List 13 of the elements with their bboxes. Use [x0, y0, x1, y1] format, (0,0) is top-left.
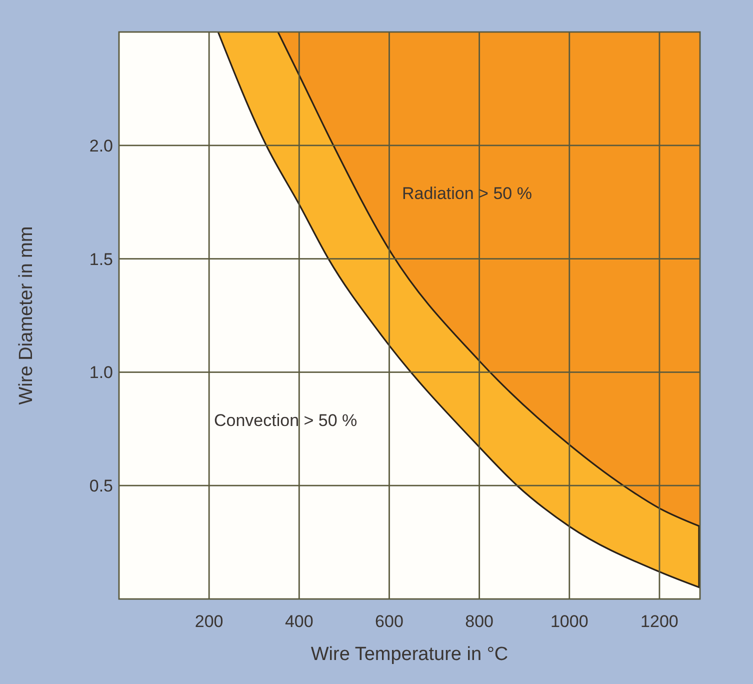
- y-tick-label: 1.0: [89, 363, 113, 382]
- x-tick-label: 1200: [640, 612, 678, 631]
- y-axis-title: Wire Diameter in mm: [16, 226, 37, 405]
- x-tick-label: 200: [194, 612, 224, 631]
- x-tick-label: 800: [465, 612, 494, 631]
- y-tick-label: 2.0: [89, 136, 113, 156]
- y-tick-label: 0.5: [89, 476, 113, 496]
- y-tick-label: 1.5: [89, 250, 113, 269]
- x-tick-label: 1000: [550, 612, 588, 631]
- x-tick-label: 600: [375, 612, 404, 631]
- x-axis-title: Wire Temperature in °C: [310, 644, 508, 665]
- annotation: Convection > 50 %: [214, 411, 358, 430]
- x-tick-label: 400: [284, 612, 314, 631]
